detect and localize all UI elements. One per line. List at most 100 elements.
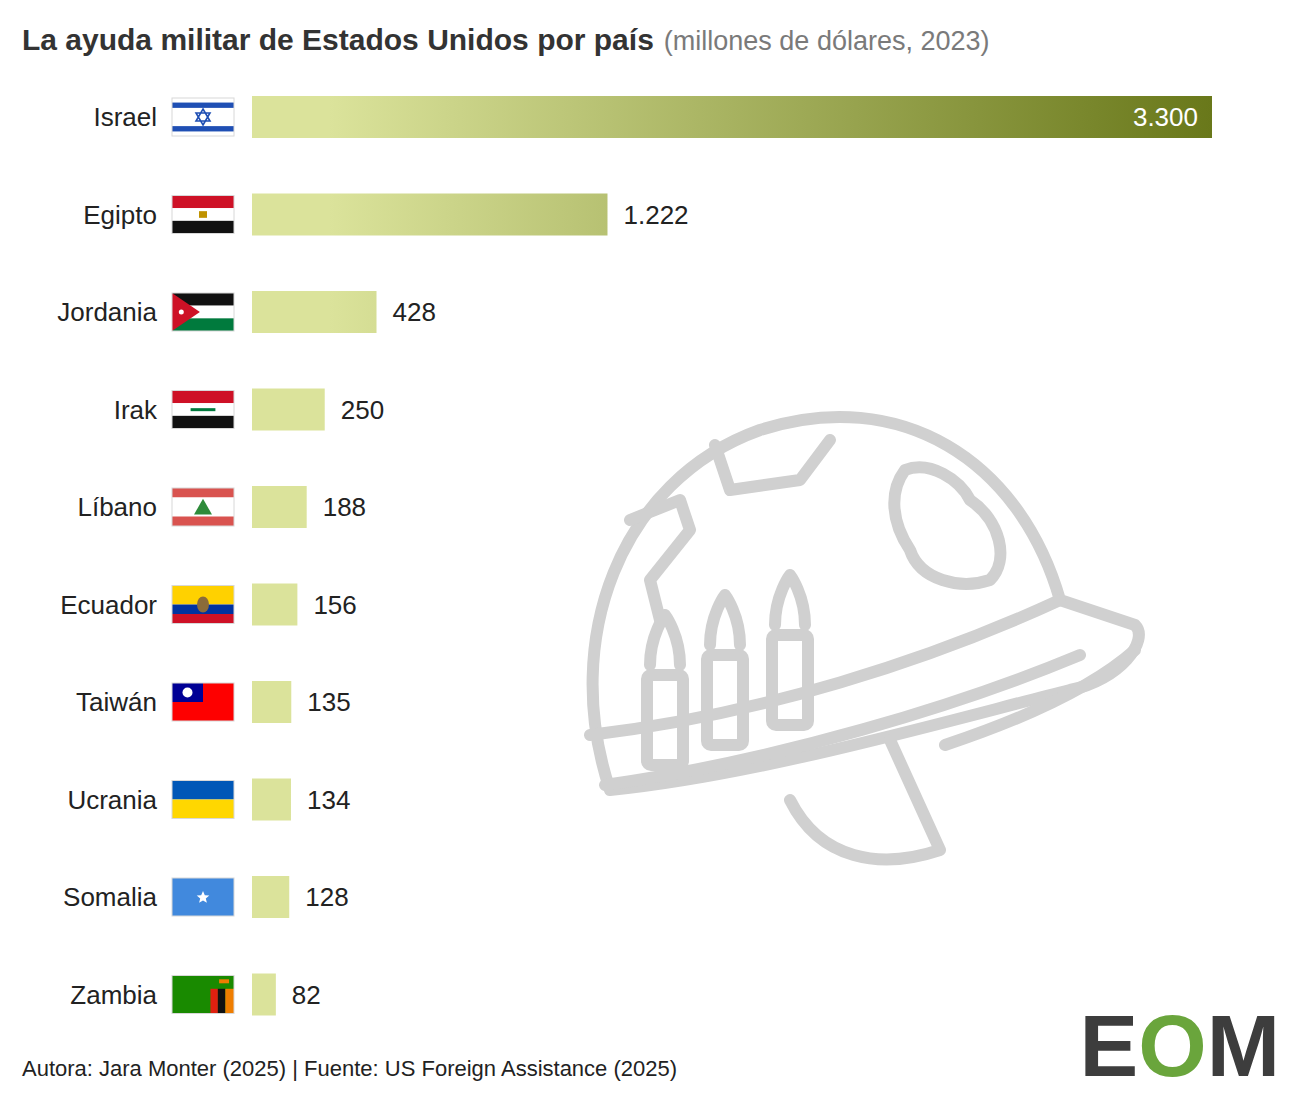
flag-border [172,391,234,429]
flag-border [172,781,234,819]
category-label: Somalia [63,882,157,912]
flag-part [172,878,234,916]
data-label: 135 [307,687,350,717]
flag [172,878,234,916]
helmet-strap [790,740,940,859]
bar [252,486,307,528]
helmet-brim [945,650,1135,745]
logo-letter: M [1207,996,1280,1095]
flag-border [172,976,234,1014]
data-label: 1.222 [623,200,688,230]
flag-part [172,781,234,800]
helmet-bullet-case [707,655,743,745]
subtitle: (millones de dólares, 2023) [664,26,990,56]
flag-part [179,310,184,315]
flag-part [172,498,234,517]
flag-part [172,208,234,221]
data-label: 3.300 [1133,102,1198,132]
title: La ayuda militar de Estados Unidos por p… [22,23,654,56]
flag-part [172,103,234,108]
data-label: 188 [323,492,366,522]
background [0,0,1300,1098]
flag-border [172,488,234,526]
helmet-bullet [710,595,740,645]
flag [172,586,234,624]
flag-part [172,683,234,721]
flag-part [172,683,203,702]
bar [252,96,1212,138]
category-label: Ecuador [60,590,157,620]
data-label: 250 [341,395,384,425]
flag-part [172,976,234,1014]
flag-part [172,403,234,416]
bars [252,96,1212,1016]
labels: Israel 3.300 Egipto 1.222 Jordania 428 Irak 250… [57,102,1198,1010]
category-label: Taiwán [76,687,157,717]
flag [172,196,234,234]
data-label: 134 [307,785,350,815]
flag [172,98,234,136]
flag [172,488,234,526]
flag [172,683,234,721]
flag-part [196,109,210,125]
flag-border [172,293,234,331]
category-label: Egipto [83,200,157,230]
bar [252,974,276,1016]
helmet-bullet-case [772,635,808,725]
category-label: Israel [93,102,157,132]
bar [252,779,291,821]
helmet-camo [715,440,830,490]
logo-letter: O [1138,996,1206,1095]
flag-part [197,891,210,903]
flag-border [172,878,234,916]
flag-part [172,98,234,136]
data-label: 82 [292,980,321,1010]
helmet-bullet [775,575,805,625]
helmet-band [590,600,1060,735]
helmet-icon [590,417,1139,859]
flag-part [172,293,200,331]
bar [252,584,297,626]
bar [252,291,377,333]
data-label: 156 [313,590,356,620]
flag-part [172,517,234,527]
flag-part [199,211,207,218]
flag-part [218,989,225,1014]
helmet-bullet [650,615,680,665]
data-label: 428 [393,297,436,327]
bar [252,876,289,918]
flag [172,391,234,429]
flag-border [172,196,234,234]
flag-part [172,221,234,234]
bar [252,194,607,236]
flag [172,293,234,331]
flag-part [172,800,234,819]
logo-letter: E [1080,996,1139,1095]
flag [172,976,234,1014]
flag-part [172,416,234,429]
category-label: Irak [114,395,158,425]
source: Autora: Jara Monter (2025) | Fuente: US … [22,1056,677,1081]
category-label: Líbano [77,492,157,522]
flag-part [210,989,217,1014]
category-label: Jordania [57,297,157,327]
flag-part [172,391,234,404]
flag-part [219,979,229,983]
flag-part [191,408,216,411]
category-label: Zambia [70,980,157,1010]
flag-border [172,98,234,136]
flag-border [172,586,234,624]
flag-part [183,688,193,698]
flag-part [194,499,212,515]
bar [252,681,291,723]
bar [252,389,325,431]
data-label: 128 [305,882,348,912]
category-label: Ucrania [67,785,157,815]
logo: EOM [1080,996,1280,1095]
flag [172,781,234,819]
flag-part [197,597,209,613]
flag-part [172,196,234,209]
flag-part [172,488,234,498]
helmet-camo [630,500,690,620]
flag-part [225,989,234,1014]
